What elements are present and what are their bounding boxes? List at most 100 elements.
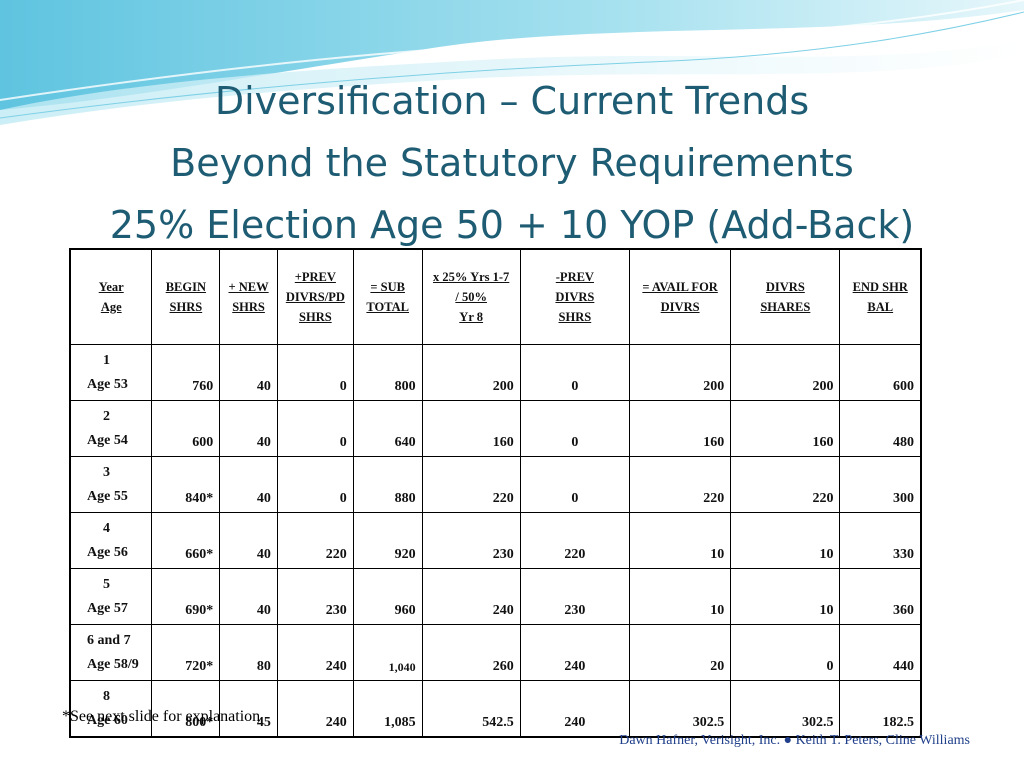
slide-title: Diversification – Current Trends Beyond … [0,70,1024,256]
table-cell: 40 [219,512,278,569]
table-cell: 80 [219,624,278,681]
table-cell: 300 [839,456,922,513]
column-header-line: DIVRS [765,280,805,294]
table-cell: 800 [352,344,423,401]
age-label: Age 56 [87,544,128,560]
column-header-line: END SHR [852,280,908,294]
table-cell: 220 [730,456,841,513]
column-header: x 25% Yrs 1-7 / 50% Yr 8 [421,248,521,345]
table-row: 8 Age 60 800* 45 240 1,085 542.5 240 302.5 302.5 1… [69,680,922,738]
table-cell: 480 [839,400,922,457]
column-header-line: x 25% Yrs 1-7 [433,270,510,284]
year-label: 6 and 7 [87,632,131,648]
table-cell: 45 [219,680,278,738]
table-cell: 0 [519,344,631,401]
year-age-cell: 3 Age 55 [69,456,153,513]
table-row: 4 Age 56 660* 40 220 920 230 220 10 10 330 [69,512,922,569]
column-header-line: = AVAIL FOR [642,280,718,294]
table-row: 6 and 7 Age 58/9 720* 80 240 1,040 260 240 20 0 44… [69,624,922,681]
table-cell: 690* [151,568,221,625]
table-header-row: Year Age BEGIN SHRS + NEW SHRS +PREV DIVRS/PD SH… [69,248,922,345]
table-cell: 840* [151,456,221,513]
year-label: 5 [103,576,110,592]
table-cell: 10 [629,512,732,569]
table-row: 3 Age 55 840* 40 0 880 220 0 220 220 300 [69,456,922,513]
table-cell: 920 [352,512,423,569]
year-age-cell: 4 Age 56 [69,512,153,569]
table-row: 2 Age 54 600 40 0 640 160 0 160 160 480 [69,400,922,457]
table-cell: 10 [629,568,732,625]
table-cell: 0 [519,456,631,513]
column-header-line: SHRS [558,310,592,324]
column-header-line: = SUB [370,280,405,294]
column-header-line: DIVRS [555,290,595,304]
table-cell: 360 [839,568,922,625]
table-cell: 0 [276,344,354,401]
table-cell: 160 [730,400,841,457]
table-cell: 1,085 [352,680,423,738]
table-cell: 0 [730,624,841,681]
table-cell: 330 [839,512,922,569]
column-header: = SUB TOTAL [352,248,423,345]
table-cell: 720* [151,624,221,681]
table-cell: 600 [839,344,922,401]
diversification-table: Year Age BEGIN SHRS + NEW SHRS +PREV DIVRS/PD SH… [69,248,922,738]
year-age-cell: 8 Age 60 [69,680,153,738]
column-header-line: SHRS [232,300,265,314]
table-cell: 640 [352,400,423,457]
year-label: 8 [103,688,110,704]
column-header-line: Year [98,280,124,294]
year-age-cell: 5 Age 57 [69,568,153,625]
table-body: 1 Age 53 760 40 0 800 200 0 200 200 600 2 Age 54 600 4… [69,344,922,738]
table-cell: 880 [352,456,423,513]
table-cell: 302.5 [629,680,732,738]
table-cell: 220 [276,512,354,569]
table-cell: 0 [276,456,354,513]
column-header-line: BEGIN [165,280,206,294]
table-cell: 800* [151,680,221,738]
year-age-cell: 6 and 7 Age 58/9 [69,624,153,681]
table-cell: 40 [219,400,278,457]
table-cell: 220 [519,512,631,569]
table-cell: 240 [276,624,354,681]
table-cell: 240 [519,680,631,738]
column-header-line: Age [100,300,122,314]
year-age-cell: 2 Age 54 [69,400,153,457]
column-header: Year Age [69,248,153,345]
table-cell: 302.5 [730,680,841,738]
column-header-line: Yr 8 [459,310,484,324]
table-row: 5 Age 57 690* 40 230 960 240 230 10 10 360 [69,568,922,625]
age-label: Age 54 [87,432,128,448]
age-label: Age 58/9 [87,656,139,672]
table-cell: 200 [730,344,841,401]
table-cell: 10 [730,512,841,569]
column-header-line: SHRS [299,310,332,324]
column-header-line: DIVRS [660,300,700,314]
table-cell: 440 [839,624,922,681]
age-label: Age 53 [87,376,128,392]
table-cell: 1,040 [352,624,423,681]
table-cell: 40 [219,344,278,401]
column-header-line: DIVRS/PD [285,290,345,304]
title-line-2: Beyond the Statutory Requirements [170,141,854,185]
table-cell: 0 [276,400,354,457]
year-label: 4 [103,520,110,536]
column-header-line: SHARES [760,300,811,314]
footnote: *See next slide for explanation [62,708,261,725]
slide-footer: Dawn Hafner, Verisight, Inc. ● Keith T. … [619,733,970,748]
year-label: 1 [103,352,110,368]
year-label: 3 [103,464,110,480]
column-header: + NEW SHRS [219,248,278,345]
column-header: DIVRS SHARES [730,248,841,345]
column-header: END SHR BAL [839,248,922,345]
table-row: 1 Age 53 760 40 0 800 200 0 200 200 600 [69,344,922,401]
table-cell: 230 [421,512,521,569]
table-cell: 230 [276,568,354,625]
column-header-line: -PREV [555,270,594,284]
column-header: BEGIN SHRS [151,248,221,345]
table-cell: 220 [629,456,732,513]
column-header: -PREV DIVRS SHRS [519,248,631,345]
table-cell: 260 [421,624,521,681]
table-cell: 20 [629,624,732,681]
table-cell: 182.5 [839,680,922,738]
